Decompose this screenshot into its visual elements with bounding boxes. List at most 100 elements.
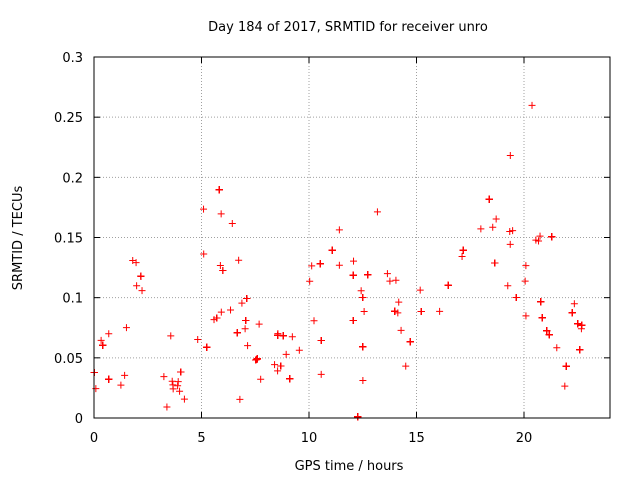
data-point — [509, 227, 517, 235]
data-point — [228, 219, 236, 227]
x-tick-label: 0 — [90, 431, 98, 446]
data-point — [286, 375, 294, 383]
y-tick-label: 0 — [75, 412, 83, 427]
data-point — [359, 343, 367, 351]
data-point — [522, 312, 530, 320]
data-point — [168, 377, 176, 385]
data-point — [194, 336, 202, 344]
data-point — [561, 382, 569, 390]
data-point — [233, 329, 241, 337]
data-point — [512, 293, 520, 301]
data-point — [574, 320, 582, 328]
data-point — [459, 246, 467, 254]
data-point — [359, 294, 367, 302]
data-point — [138, 287, 146, 295]
data-point — [238, 299, 246, 307]
data-point — [349, 316, 357, 324]
data-point — [543, 327, 551, 335]
data-point — [504, 282, 512, 290]
data-point — [538, 314, 546, 322]
data-point — [528, 101, 536, 109]
data-point — [416, 286, 424, 294]
data-point — [105, 330, 113, 338]
data-point — [417, 307, 425, 315]
data-point — [545, 331, 553, 339]
data-point — [255, 320, 263, 328]
data-point — [548, 233, 556, 241]
data-point — [492, 215, 500, 223]
data-point — [271, 361, 279, 369]
data-point — [277, 362, 285, 370]
y-tick-label: 0.1 — [62, 292, 83, 307]
y-tick-label: 0.3 — [62, 51, 83, 66]
data-point — [274, 331, 282, 339]
data-point — [535, 237, 543, 245]
data-point — [137, 272, 145, 280]
data-point — [397, 326, 405, 334]
data-point — [306, 277, 314, 285]
data-point — [235, 256, 243, 264]
data-point — [216, 262, 224, 270]
data-point — [257, 375, 265, 383]
data-point — [402, 362, 410, 370]
data-point — [392, 276, 400, 284]
data-point — [373, 208, 381, 216]
data-point — [310, 317, 318, 325]
data-point — [317, 337, 325, 345]
data-point — [227, 306, 235, 314]
data-point — [491, 259, 499, 267]
data-point — [279, 332, 287, 340]
data-point — [215, 186, 223, 194]
data-point — [522, 262, 530, 270]
data-point — [99, 341, 107, 349]
data-point — [282, 350, 290, 358]
y-tick-label: 0.2 — [62, 171, 83, 186]
data-point — [506, 227, 514, 235]
data-point — [391, 307, 399, 315]
data-point — [359, 376, 367, 384]
data-point — [576, 346, 584, 354]
data-point — [210, 316, 218, 324]
data-point — [406, 338, 414, 346]
data-point — [386, 277, 394, 285]
data-point — [177, 368, 185, 376]
data-point — [477, 225, 485, 233]
data-point — [217, 308, 225, 316]
data-point — [122, 324, 130, 332]
data-point — [568, 309, 576, 317]
data-point — [383, 270, 391, 278]
data-point — [253, 355, 261, 363]
data-point — [458, 253, 466, 261]
y-tick-label: 0.25 — [54, 111, 83, 126]
data-point — [105, 375, 113, 383]
data-point — [132, 259, 140, 267]
data-point — [274, 367, 282, 375]
data-point — [328, 246, 336, 254]
data-point — [364, 271, 372, 279]
x-axis-label: GPS time / hours — [295, 459, 404, 474]
data-point — [489, 223, 497, 231]
data-point — [133, 282, 141, 290]
y-axis-label: SRMTID / TECUs — [11, 186, 26, 291]
data-point — [203, 343, 211, 351]
data-point — [174, 382, 182, 390]
data-point — [244, 342, 252, 350]
data-point — [485, 195, 493, 203]
data-point — [236, 395, 244, 403]
y-tick-label: 0.15 — [54, 232, 83, 247]
data-point — [200, 205, 208, 213]
data-point — [562, 362, 570, 370]
data-point — [213, 314, 221, 322]
data-point — [252, 356, 260, 364]
x-tick-label: 5 — [197, 431, 205, 446]
tick-labels: 0 5 10 15 20 0 0.05 0.1 0.15 0.2 0.25 0.3 — [54, 51, 532, 446]
data-point — [394, 309, 402, 317]
data-point — [295, 346, 303, 354]
data-point — [117, 381, 125, 389]
data-point — [436, 307, 444, 315]
data-point — [317, 370, 325, 378]
data-point — [335, 226, 343, 234]
data-point — [167, 332, 175, 340]
data-point — [537, 298, 545, 306]
